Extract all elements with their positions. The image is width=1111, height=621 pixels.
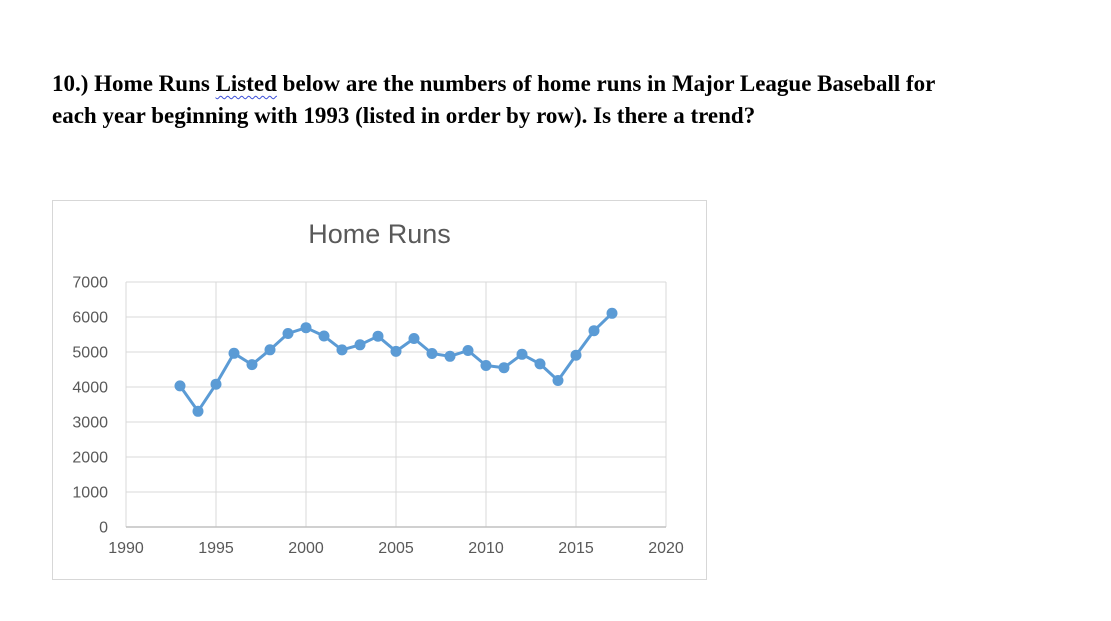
data-point-2017 bbox=[606, 307, 618, 319]
question-number-and-lead: 10.) Home Runs bbox=[52, 71, 210, 96]
y-axis-labels: 0 1000 2000 3000 4000 5000 6000 7000 bbox=[72, 275, 108, 537]
data-point-1996 bbox=[228, 347, 240, 359]
data-point-2005 bbox=[390, 345, 402, 357]
data-point-1997 bbox=[246, 359, 258, 371]
data-point-2016 bbox=[588, 325, 600, 337]
home-runs-chart: Home Runs 0 1000 2000 3000 4000 5000 6000 7000 1… bbox=[52, 200, 707, 580]
svg-text:6000: 6000 bbox=[72, 310, 108, 327]
svg-text:4000: 4000 bbox=[72, 380, 108, 397]
data-point-2012 bbox=[516, 348, 528, 360]
data-point-2014 bbox=[552, 375, 564, 386]
data-point-2008 bbox=[444, 350, 456, 362]
question-text: 10.) Home Runs Listed below are the numb… bbox=[52, 68, 1111, 132]
data-point-2004 bbox=[372, 330, 384, 342]
x-axis-labels: 1990 1995 2000 2005 2010 2015 2020 bbox=[108, 540, 684, 557]
svg-text:7000: 7000 bbox=[72, 275, 108, 292]
svg-text:2010: 2010 bbox=[468, 540, 504, 557]
question-line1-rest: below are the numbers of home runs in Ma… bbox=[282, 71, 936, 96]
svg-text:1000: 1000 bbox=[72, 485, 108, 502]
data-point-2006 bbox=[408, 333, 420, 344]
data-point-2013 bbox=[534, 358, 546, 370]
data-point-1993 bbox=[174, 380, 186, 392]
svg-text:2020: 2020 bbox=[648, 540, 684, 557]
data-point-2000 bbox=[300, 322, 312, 334]
svg-text:2005: 2005 bbox=[378, 540, 414, 557]
data-point-2010 bbox=[480, 360, 492, 371]
data-point-2011 bbox=[498, 362, 510, 374]
chart-title: Home Runs bbox=[308, 219, 451, 249]
data-point-2003 bbox=[354, 339, 366, 351]
data-point-2002 bbox=[336, 344, 348, 356]
svg-text:1995: 1995 bbox=[198, 540, 234, 557]
question-misspelled-word: Listed bbox=[215, 71, 277, 96]
svg-text:5000: 5000 bbox=[72, 345, 108, 362]
svg-text:2015: 2015 bbox=[558, 540, 594, 557]
data-point-2001 bbox=[318, 330, 330, 342]
svg-text:2000: 2000 bbox=[288, 540, 324, 557]
data-point-2009 bbox=[462, 345, 474, 356]
gridlines bbox=[125, 281, 667, 527]
data-point-2007 bbox=[426, 348, 438, 359]
data-point-1994 bbox=[192, 405, 204, 417]
data-points bbox=[174, 307, 618, 417]
svg-text:3000: 3000 bbox=[72, 415, 108, 432]
svg-text:2000: 2000 bbox=[72, 450, 108, 467]
question-line2: each year beginning with 1993 (listed in… bbox=[52, 103, 756, 128]
data-point-2015 bbox=[570, 349, 582, 361]
svg-text:1990: 1990 bbox=[108, 540, 144, 557]
data-point-1995 bbox=[210, 378, 222, 390]
data-point-1999 bbox=[282, 328, 294, 339]
svg-text:0: 0 bbox=[99, 520, 108, 537]
data-point-1998 bbox=[264, 344, 276, 356]
line-chart-canvas: 0 1000 2000 3000 4000 5000 6000 7000 1990 1995 200… bbox=[72, 275, 684, 558]
